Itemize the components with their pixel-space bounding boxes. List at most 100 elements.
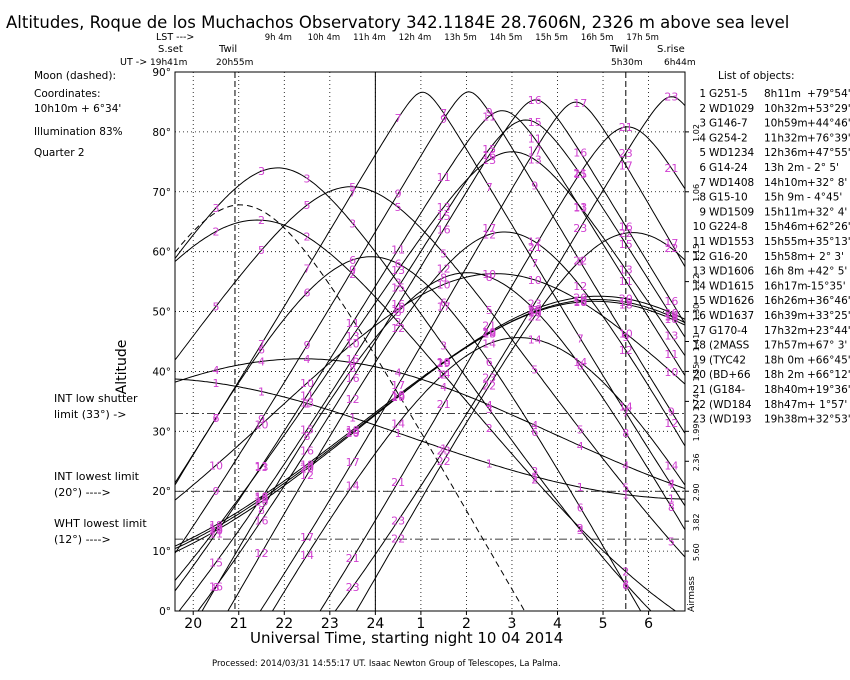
curve-label: 3 xyxy=(395,276,402,289)
curve-label: 9 xyxy=(486,106,493,119)
object-number: 15 xyxy=(693,295,706,307)
curve-label: 13 xyxy=(437,201,451,214)
curve-label: 2 xyxy=(486,422,493,435)
curve-label: 15 xyxy=(300,424,314,437)
int-shutter-limit-label: INT low shutter xyxy=(54,392,138,405)
object-dec: +67° 3' xyxy=(807,340,847,352)
int-shutter-limit-value: limit (33°) -> xyxy=(54,408,126,421)
wht-lowest-limit-label: WHT lowest limit xyxy=(54,517,147,530)
chart-title: Altitudes, Roque de los Muchachos Observ… xyxy=(6,13,789,32)
lst-tick-label: 12h 4m xyxy=(399,33,432,43)
object-ra: 16h17m xyxy=(764,280,808,292)
curve-label: 18 xyxy=(619,298,633,311)
curve-label: 18 xyxy=(300,458,314,471)
x-tick-label: 21 xyxy=(230,616,248,632)
object-dec: +23°44' xyxy=(807,325,850,337)
curve-label: 2 xyxy=(395,316,402,329)
curve-label: 1 xyxy=(531,471,538,484)
curve-label: 2 xyxy=(258,214,265,227)
curve-label: 22 xyxy=(391,533,405,546)
curve-label: 4 xyxy=(440,381,447,394)
curve-label: 5 xyxy=(212,300,219,313)
y-axis-ticks: 0° 10° 20° 30° 40° 50° 60° 70° 80° 90° xyxy=(152,67,171,618)
object-dec: +19°36' xyxy=(807,384,850,396)
object-number: 21 xyxy=(693,384,706,396)
airmass-tick-label: 1.06 xyxy=(692,184,701,202)
object-name: (WD184 xyxy=(709,399,752,411)
curve-label: 3 xyxy=(212,202,219,215)
object-dec: +66°45' xyxy=(807,354,850,366)
curve-label: 15 xyxy=(664,310,678,323)
lst-tick-label: 14h 5m xyxy=(490,33,523,43)
curve-label: 9 xyxy=(577,256,584,269)
curve-label: 9 xyxy=(212,485,219,498)
curve-label: 21 xyxy=(573,167,587,180)
object-name: WD1553 xyxy=(709,236,754,248)
object-curve-17 xyxy=(259,101,685,611)
object-ra: 17h32m xyxy=(764,325,808,337)
object-ra: 15h55m xyxy=(764,236,808,248)
curve-label: 7 xyxy=(395,112,402,125)
curve-label: 20 xyxy=(573,291,587,304)
curve-label: 15 xyxy=(482,143,496,156)
object-ra: 16h 8m xyxy=(764,266,804,278)
curve-label: 17 xyxy=(664,237,678,250)
object-name: G15-10 xyxy=(709,192,748,204)
curve-label: 7 xyxy=(577,332,584,345)
object-curve-7 xyxy=(175,91,685,507)
airmass-tick-label: 3.82 xyxy=(692,513,701,531)
curve-label: 16 xyxy=(573,146,587,159)
y-tick-label: 50° xyxy=(152,307,171,319)
curve-label: 19 xyxy=(346,426,360,439)
curve-label: 19 xyxy=(255,493,269,506)
curve-label: 10 xyxy=(619,327,633,340)
curve-label: 10 xyxy=(255,418,269,431)
object-dec: +47°55' xyxy=(807,147,850,159)
y-tick-label: 10° xyxy=(152,546,171,558)
y-tick-label: 40° xyxy=(152,366,171,378)
curve-label: 9 xyxy=(349,264,356,277)
curve-label: 4 xyxy=(486,399,493,412)
curve-label: 3 xyxy=(349,217,356,230)
curve-label: 16 xyxy=(255,514,269,527)
object-ra: 8h11m xyxy=(764,88,801,100)
x-tick-label: 22 xyxy=(275,616,293,632)
curve-label: 15 xyxy=(573,168,587,181)
curve-label: 1 xyxy=(395,427,402,440)
object-name: (TYC42 xyxy=(709,354,746,366)
curve-label: 20 xyxy=(664,307,678,320)
curve-label: 12 xyxy=(346,393,360,406)
curve-label: 15 xyxy=(619,238,633,251)
x-axis-ticks: 20 21 22 23 24 1 2 3 4 5 6 xyxy=(184,611,653,632)
curve-label: 23 xyxy=(664,91,678,104)
object-name: G251-5 xyxy=(709,88,748,100)
moon-coords-label: Coordinates: xyxy=(34,88,101,100)
curve-label: 7 xyxy=(440,107,447,120)
curve-label: 14 xyxy=(573,356,587,369)
curve-label: 8 xyxy=(395,306,402,319)
curve-label: 12 xyxy=(391,322,405,335)
object-name: G146-7 xyxy=(709,118,748,130)
object-ra: 19h38m xyxy=(764,414,808,426)
object-ra: 14h10m xyxy=(764,177,808,189)
object-ra: 18h 0m xyxy=(764,354,804,366)
curve-label: 22 xyxy=(482,380,496,393)
curve-label: 14 xyxy=(346,480,360,493)
curve-label: 5 xyxy=(440,247,447,260)
object-ra: 15h 9m xyxy=(764,192,804,204)
curve-label: 10 xyxy=(664,366,678,379)
object-name: G254-2 xyxy=(709,132,748,144)
object-number: 19 xyxy=(693,354,706,366)
curve-label: 21 xyxy=(528,241,542,254)
object-curve-22 xyxy=(355,232,685,611)
curve-label: 7 xyxy=(486,181,493,194)
object-list: 1 G251-5 8h11m +79°54' 2 WD1029 10h32m +53°29' 3… xyxy=(693,88,850,426)
curve-label: 11 xyxy=(573,202,587,215)
curve-label: 10 xyxy=(482,268,496,281)
curve-label: 8 xyxy=(212,581,219,594)
object-name: (BD+66 xyxy=(709,369,751,381)
curve-label: 2 xyxy=(304,231,311,244)
curve-label: 7 xyxy=(304,263,311,276)
curve-label: 5 xyxy=(258,244,265,257)
